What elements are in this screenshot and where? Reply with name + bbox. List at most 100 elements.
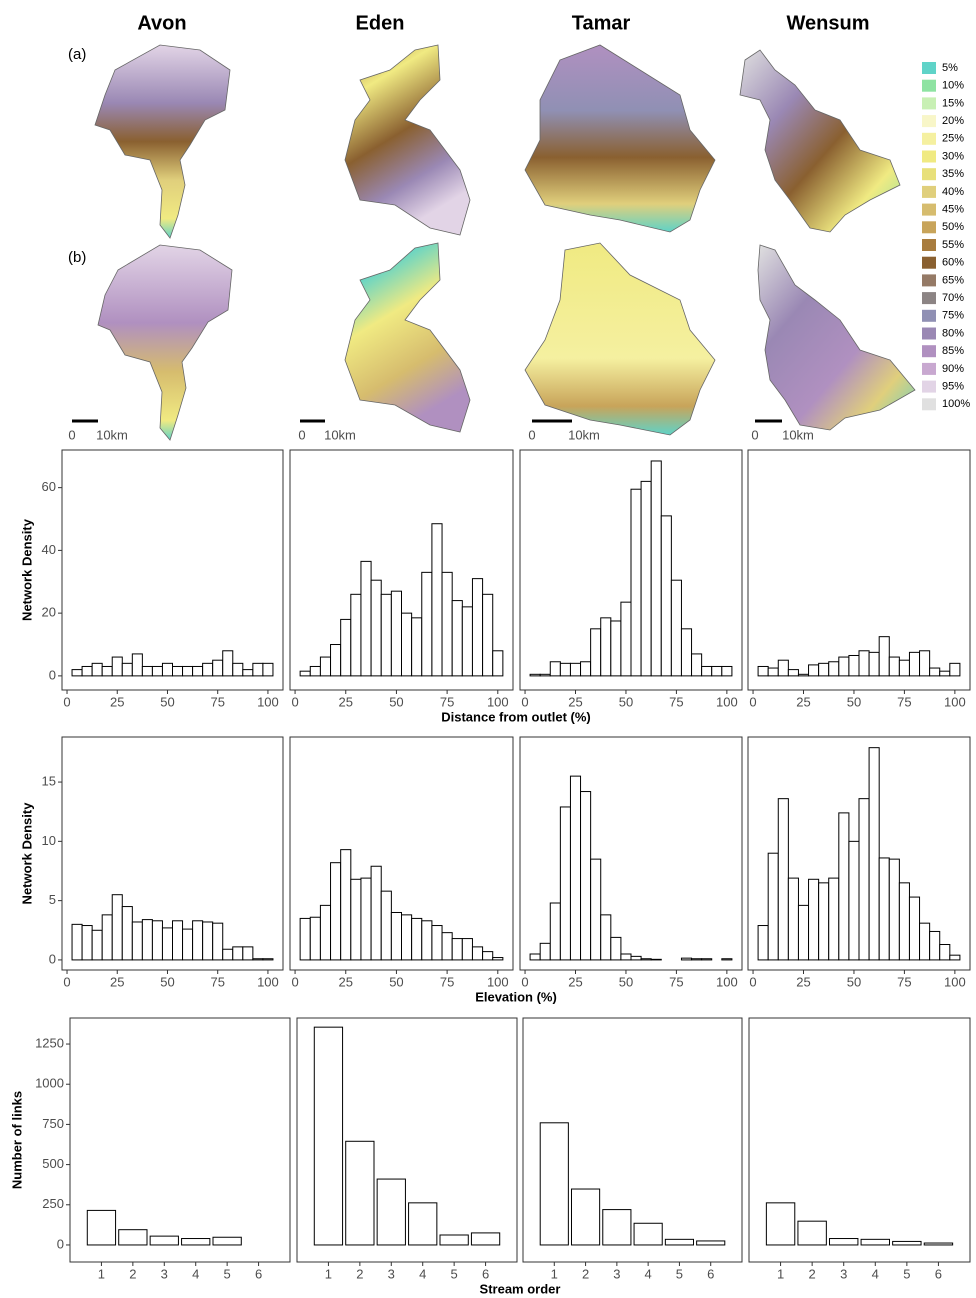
histogram-bar	[829, 662, 839, 676]
x-axis-title: Stream order	[480, 1281, 561, 1296]
x-tick-label: 50	[160, 974, 174, 989]
histogram-bar	[213, 660, 223, 676]
y-tick-label: 0	[49, 667, 56, 682]
y-tick-label: 1250	[35, 1035, 64, 1050]
histogram-bar	[243, 670, 253, 676]
legend-swatch	[922, 398, 936, 410]
histogram-bar	[203, 663, 213, 676]
histogram-bar	[152, 666, 162, 675]
x-tick-label: 1	[777, 1266, 784, 1281]
histogram-bar	[899, 660, 909, 676]
histogram-bar	[849, 841, 859, 960]
histogram-bar	[361, 561, 371, 676]
histogram-bar	[950, 955, 960, 960]
histogram-bar	[859, 651, 869, 676]
bar	[182, 1239, 210, 1245]
y-tick-label: 0	[57, 1236, 64, 1251]
bar	[314, 1027, 342, 1245]
x-tick-label: 6	[482, 1266, 489, 1281]
y-tick-label: 0	[49, 951, 56, 966]
histogram-bar	[341, 850, 351, 960]
x-tick-label: 75	[440, 694, 454, 709]
y-tick-label: 20	[42, 605, 56, 620]
histogram-bar	[72, 924, 82, 960]
histogram-bar	[570, 663, 580, 676]
bar	[409, 1203, 437, 1245]
histogram-bar	[92, 663, 102, 676]
figure: Avon Eden Tamar Wensum (a) (b) 0 10km 0 …	[0, 0, 976, 1298]
histogram-bar	[472, 947, 482, 960]
histogram-bar	[132, 654, 142, 676]
histogram-bar	[560, 663, 570, 676]
histogram-bar	[570, 776, 580, 960]
legend-swatch	[922, 115, 936, 127]
bar	[571, 1189, 599, 1245]
panel-label: (b)	[68, 249, 86, 266]
legend-swatch	[922, 310, 936, 322]
histogram-bar	[203, 922, 213, 960]
bar	[697, 1241, 725, 1245]
x-tick-label: 6	[935, 1266, 942, 1281]
histogram-bar	[641, 959, 651, 960]
legend-swatch	[922, 381, 936, 393]
histogram-bar	[432, 926, 442, 960]
histogram-bar	[493, 651, 503, 676]
legend-swatch	[922, 204, 936, 216]
legend-label: 60%	[942, 257, 964, 269]
histogram-bar	[621, 954, 631, 960]
histogram-bar	[671, 580, 681, 676]
histogram-bar	[778, 799, 788, 960]
histogram-bar	[661, 516, 671, 676]
x-tick-label: 100	[944, 974, 966, 989]
histogram-bar	[442, 933, 452, 960]
histogram-bar	[611, 621, 621, 676]
histogram-bar	[233, 663, 243, 676]
legend-label: 90%	[942, 363, 964, 375]
histogram-bar	[223, 949, 233, 960]
histogram-bar	[788, 670, 798, 676]
legend-label: 5%	[942, 62, 958, 74]
x-tick-label: 100	[944, 694, 966, 709]
histogram-bar	[472, 579, 482, 676]
catchment-map	[95, 45, 230, 238]
x-tick-label: 25	[339, 974, 353, 989]
legend-label: 50%	[942, 221, 964, 233]
x-tick-label: 3	[388, 1266, 395, 1281]
x-tick-label: 6	[255, 1266, 262, 1281]
x-tick-label: 50	[160, 694, 174, 709]
bar	[471, 1233, 499, 1245]
histogram-bar	[879, 637, 889, 676]
histogram-bar	[839, 813, 849, 960]
x-tick-label: 0	[291, 694, 298, 709]
x-tick-label: 25	[110, 974, 124, 989]
histogram-bar	[889, 657, 899, 676]
histogram-bar	[300, 671, 310, 676]
legend-label: 55%	[942, 239, 964, 251]
histogram-bar	[263, 663, 273, 676]
histogram-bar	[193, 921, 203, 960]
x-tick-label: 6	[707, 1266, 714, 1281]
column-title: Wensum	[787, 12, 870, 34]
x-tick-label: 3	[161, 1266, 168, 1281]
x-tick-label: 4	[192, 1266, 199, 1281]
legend-swatch	[922, 274, 936, 286]
histogram-bar	[758, 926, 768, 960]
x-tick-label: 4	[419, 1266, 426, 1281]
histogram-bar	[183, 929, 193, 960]
x-tick-label: 5	[224, 1266, 231, 1281]
x-tick-label: 50	[389, 974, 403, 989]
histogram-bar	[839, 657, 849, 676]
histogram-bar	[849, 655, 859, 675]
x-tick-label: 25	[568, 974, 582, 989]
x-tick-label: 75	[210, 694, 224, 709]
catchment-map	[345, 45, 470, 235]
x-tick-label: 3	[840, 1266, 847, 1281]
catchment-map	[758, 245, 915, 430]
histogram-bar	[798, 674, 808, 676]
legend-label: 15%	[942, 97, 964, 109]
histogram-bar	[702, 666, 712, 675]
histogram-bar	[909, 652, 919, 676]
histogram-bar	[371, 866, 381, 960]
x-tick-label: 50	[389, 694, 403, 709]
legend-swatch	[922, 133, 936, 145]
